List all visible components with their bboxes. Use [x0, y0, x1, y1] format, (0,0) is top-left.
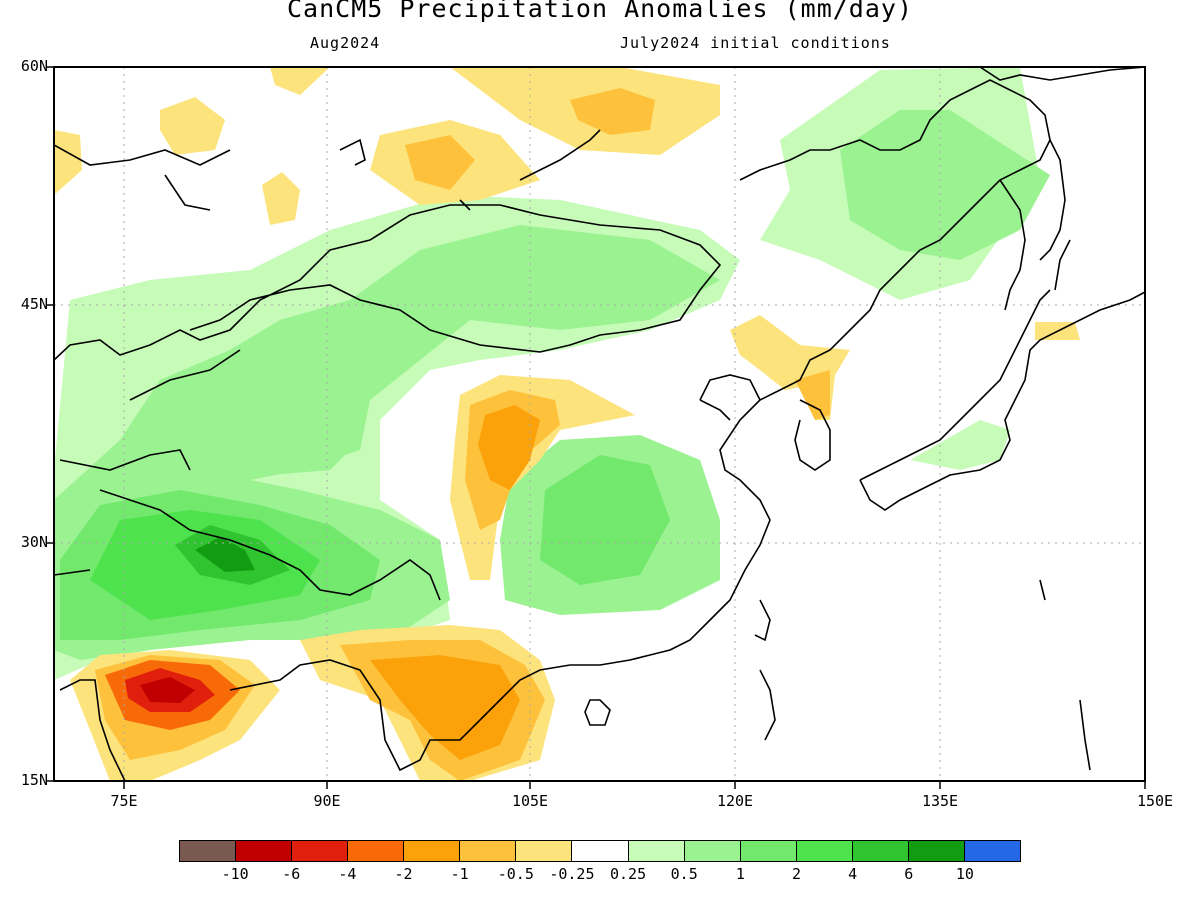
colorbar-label: -6	[282, 865, 301, 883]
dry-korea	[730, 315, 850, 420]
colorbar-swatch	[572, 841, 629, 861]
colorbar-label: 2	[791, 865, 801, 883]
green-mid-central-asia	[54, 225, 720, 520]
coastlines	[54, 67, 1145, 781]
colorbar-swatch	[628, 841, 685, 861]
green-south-china-core	[540, 455, 670, 585]
lat-label-60n: 60N	[20, 57, 48, 75]
colorbar-label: -2	[394, 865, 413, 883]
lon-label-75e: 75E	[110, 792, 138, 810]
lon-label-90e: 90E	[313, 792, 341, 810]
colorbar	[179, 840, 1021, 862]
colorbar-label: 1	[735, 865, 745, 883]
colorbar-swatch	[796, 841, 853, 861]
dry-west-edge	[54, 130, 82, 195]
dry-far-north	[270, 67, 330, 95]
colorbar-swatch	[292, 841, 349, 861]
green-nepal-core	[195, 537, 255, 572]
lon-label-120e: 120E	[716, 792, 754, 810]
colorbar-swatch	[460, 841, 517, 861]
colorbar-swatch	[852, 841, 909, 861]
lat-label-45n: 45N	[20, 295, 48, 313]
colorbar-swatch	[236, 841, 293, 861]
precipitation-map	[46, 66, 1146, 789]
dry-indochina-core	[370, 655, 520, 760]
gridlines	[54, 67, 1145, 781]
initial-conditions: July2024 initial conditions	[620, 34, 891, 52]
colorbar-swatch	[684, 841, 741, 861]
green-japan	[910, 420, 1010, 470]
colorbar-label: -0.25	[549, 865, 595, 883]
lat-label-30n: 30N	[20, 533, 48, 551]
dry-west-small-1	[160, 97, 225, 155]
dry-north-central-core	[405, 135, 475, 190]
colorbar-swatch	[180, 841, 237, 861]
lon-label-105e: 105E	[511, 792, 549, 810]
lon-label-135e: 135E	[921, 792, 959, 810]
dry-korea-core	[795, 370, 830, 420]
colorbar-swatch	[964, 841, 1020, 861]
colorbar-swatch	[348, 841, 405, 861]
colorbar-swatch	[516, 841, 573, 861]
colorbar-label: -1	[450, 865, 469, 883]
colorbar-label: -4	[338, 865, 357, 883]
colorbar-label: -10	[221, 865, 249, 883]
colorbar-label: 6	[904, 865, 914, 883]
colorbar-label: -0.5	[497, 865, 534, 883]
axis-ticks	[46, 66, 1146, 789]
colorbar-swatch	[908, 841, 965, 861]
anomaly-field	[54, 67, 1080, 781]
dry-west-small-2	[262, 172, 300, 225]
colorbar-swatch	[740, 841, 797, 861]
colorbar-swatch	[404, 841, 461, 861]
map-frame	[53, 66, 1146, 782]
colorbar-label: 4	[848, 865, 858, 883]
green-tarim	[240, 385, 360, 475]
dry-baikal-core	[570, 88, 655, 135]
colorbar-label: 0.5	[670, 865, 698, 883]
lat-label-15n: 15N	[20, 771, 48, 789]
chart-title: CanCM5 Precipitation Anomalies (mm/day)	[287, 0, 913, 23]
dry-india-extreme	[140, 677, 195, 703]
lon-label-150e: 150E	[1136, 792, 1174, 810]
forecast-month: Aug2024	[310, 34, 381, 52]
colorbar-label: 0.25	[610, 865, 647, 883]
colorbar-label: 10	[955, 865, 974, 883]
dry-sichuan-core	[478, 405, 540, 490]
green-northeast-mid	[840, 110, 1050, 260]
